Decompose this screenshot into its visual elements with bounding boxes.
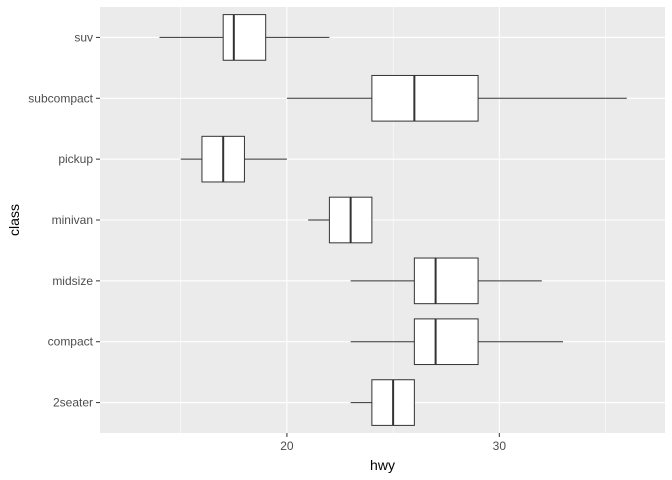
y-tick-label: 2seater [53,396,93,410]
x-tick-label: 20 [280,439,294,453]
x-axis: 20 30 [280,433,506,453]
y-tick-label: compact [48,335,94,349]
x-tick-label: 30 [493,439,507,453]
box-midsize [350,257,542,305]
box-compact [350,318,564,366]
box-suv [159,14,330,61]
box-iqr [222,14,267,61]
box-pickup [180,135,287,183]
box-minivan [308,196,373,244]
y-axis-title: class [6,204,22,236]
x-axis-title: hwy [370,457,395,473]
y-axis: 2seater compact midsize minivan pickup subcom… [28,30,100,410]
y-tick-label: subcompact [28,91,93,105]
box-iqr [413,257,479,305]
y-tick-label: suv [74,30,93,44]
box-iqr [371,74,479,122]
y-tick-label: midsize [52,274,93,288]
y-tick-label: minivan [52,213,93,227]
y-tick-label: pickup [58,152,93,166]
boxes-layer [159,14,627,426]
box-2seater [350,379,415,426]
box-subcompact [286,74,627,122]
box-iqr [413,318,479,366]
